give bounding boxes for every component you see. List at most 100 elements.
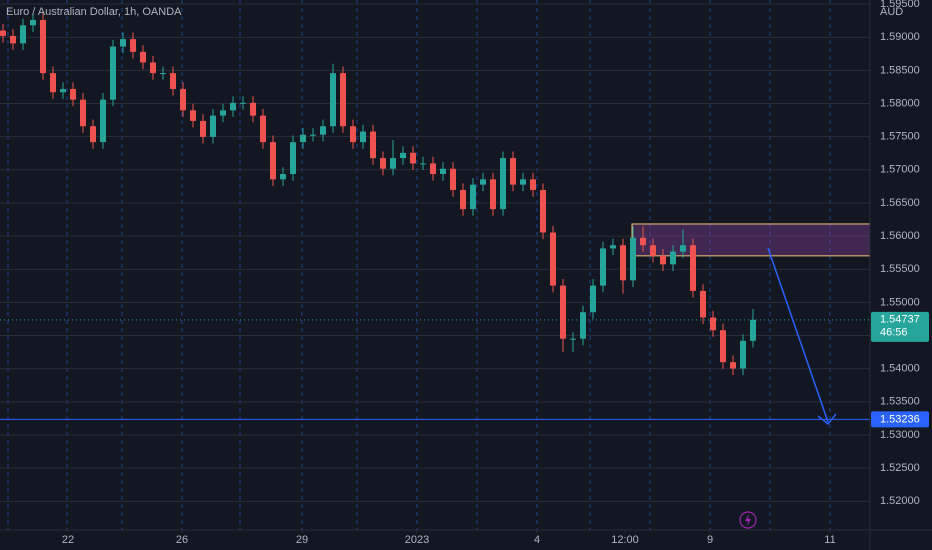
candle-body — [360, 131, 366, 143]
candle-body — [90, 126, 96, 143]
y-tick-label: 1.52000 — [880, 495, 920, 507]
candle-body — [170, 73, 176, 90]
x-tick-label: 9 — [707, 534, 713, 546]
candle-body — [270, 142, 276, 180]
candle-body — [630, 237, 636, 281]
candle-body — [220, 110, 226, 116]
candle-body — [670, 251, 676, 265]
y-tick-label: 1.53000 — [880, 429, 920, 441]
arrow — [767, 247, 829, 423]
candle-body — [120, 39, 126, 47]
price-line-label: 1.53236 — [880, 413, 920, 425]
arrow-head — [817, 413, 837, 426]
y-tick-label: 1.53500 — [880, 396, 920, 408]
candle-body — [520, 179, 526, 185]
candle-body — [620, 245, 626, 281]
candle-body — [500, 158, 506, 210]
x-tick-label: 26 — [176, 534, 188, 546]
candle-body — [430, 163, 436, 175]
y-tick-label: 1.55500 — [880, 263, 920, 275]
candle-body — [350, 126, 356, 143]
candle-body — [240, 102, 246, 104]
y-tick-label: 1.58000 — [880, 97, 920, 109]
candle-body — [100, 99, 106, 143]
candle-body — [700, 290, 706, 318]
candle-body — [210, 115, 216, 137]
candles — [0, 13, 756, 376]
candle-body — [440, 168, 446, 175]
candle-body — [160, 73, 166, 75]
alert-icon[interactable] — [739, 511, 757, 529]
candle-body — [140, 51, 146, 63]
candle-body — [420, 163, 426, 165]
candle-body — [230, 102, 236, 111]
candle-body — [640, 237, 646, 246]
candle-body — [580, 312, 586, 339]
x-tick-label: 12:00 — [611, 534, 639, 546]
candle-body — [260, 115, 266, 143]
alert-bolt — [745, 514, 751, 526]
candle-body — [190, 110, 196, 121]
candle-body — [110, 46, 116, 100]
x-tick-label: 2023 — [405, 534, 429, 546]
y-tick-label: 1.57000 — [880, 164, 920, 176]
candle-body — [600, 248, 606, 286]
y-tick-label: 1.57500 — [880, 131, 920, 143]
candle-body — [560, 285, 566, 339]
candle-body — [180, 89, 186, 111]
price-line-tag — [871, 411, 929, 428]
candle-body — [690, 245, 696, 291]
countdown: 46:56 — [880, 327, 908, 339]
candle-body — [730, 362, 736, 369]
candle-body — [410, 152, 416, 164]
candle-body — [490, 179, 496, 210]
grid — [0, 0, 870, 530]
candle-body — [550, 232, 556, 286]
candle-body — [150, 62, 156, 74]
candle-body — [320, 126, 326, 135]
candle-body — [280, 174, 286, 180]
y-tick-label: 1.55000 — [880, 296, 920, 308]
last-price-label: 1.54737 — [880, 314, 920, 326]
candle-body — [50, 73, 56, 93]
y-tick-label: 1.59000 — [880, 31, 920, 43]
candle-body — [530, 179, 536, 191]
candle-body — [0, 30, 6, 36]
zone — [631, 223, 871, 257]
candle-body — [310, 134, 316, 136]
candle-body — [70, 89, 76, 100]
candle-body — [80, 99, 86, 127]
candle-body — [590, 285, 596, 313]
candle-body — [30, 19, 36, 26]
candle-body — [540, 190, 546, 233]
candle-body — [250, 102, 256, 116]
x-tick-label: 22 — [62, 534, 74, 546]
x-tick-label: 29 — [296, 534, 308, 546]
candle-body — [480, 179, 486, 185]
candle-body — [400, 152, 406, 159]
candle-body — [660, 255, 666, 265]
candle-body — [370, 131, 376, 159]
candle-body — [740, 340, 746, 369]
candle-body — [330, 73, 336, 127]
candle-body — [200, 120, 206, 137]
last-price-tag — [871, 311, 929, 342]
candle-body — [380, 158, 386, 169]
candle-body — [130, 39, 136, 52]
y-tick-label: 1.52500 — [880, 462, 920, 474]
candle-body — [10, 35, 16, 44]
candle-body — [40, 19, 46, 74]
candle-body — [60, 89, 66, 93]
candle-body — [510, 158, 516, 185]
candle-body — [710, 317, 716, 331]
candle-body — [680, 245, 686, 252]
y-axis-label: AUD — [880, 6, 903, 18]
y-tick-label: 1.56000 — [880, 230, 920, 242]
x-tick-label: 11 — [824, 534, 835, 546]
candle-body — [450, 168, 456, 191]
candle-body — [750, 319, 756, 341]
candle-body — [340, 73, 346, 127]
candle-body — [650, 245, 656, 256]
y-tick-label: 1.54000 — [880, 363, 920, 375]
